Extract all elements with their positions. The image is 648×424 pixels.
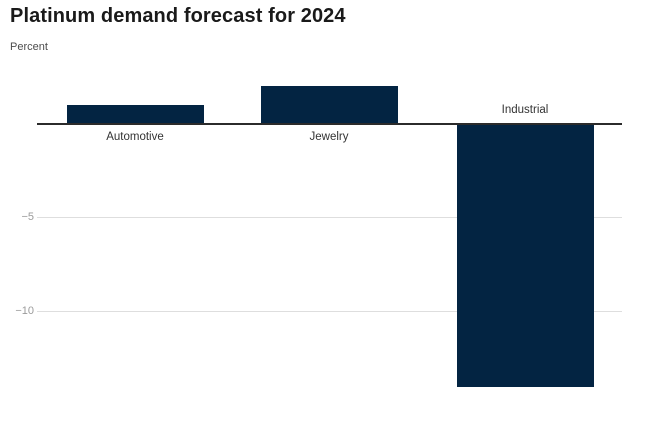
y-tick-label: −10 bbox=[15, 305, 34, 317]
y-gridline bbox=[37, 217, 622, 218]
y-gridline bbox=[37, 311, 622, 312]
chart-title: Platinum demand forecast for 2024 bbox=[10, 5, 346, 27]
y-tick-label: −5 bbox=[21, 211, 34, 223]
category-label-automotive: Automotive bbox=[106, 130, 164, 143]
category-label-jewelry: Jewelry bbox=[309, 130, 349, 143]
chart-subtitle-unit: Percent bbox=[10, 41, 48, 53]
bar-industrial bbox=[456, 123, 594, 387]
category-label-industrial: Industrial bbox=[501, 103, 549, 116]
bar-jewelry bbox=[260, 85, 398, 124]
x-axis-zero-line bbox=[37, 122, 622, 125]
bar-automotive bbox=[66, 104, 204, 124]
